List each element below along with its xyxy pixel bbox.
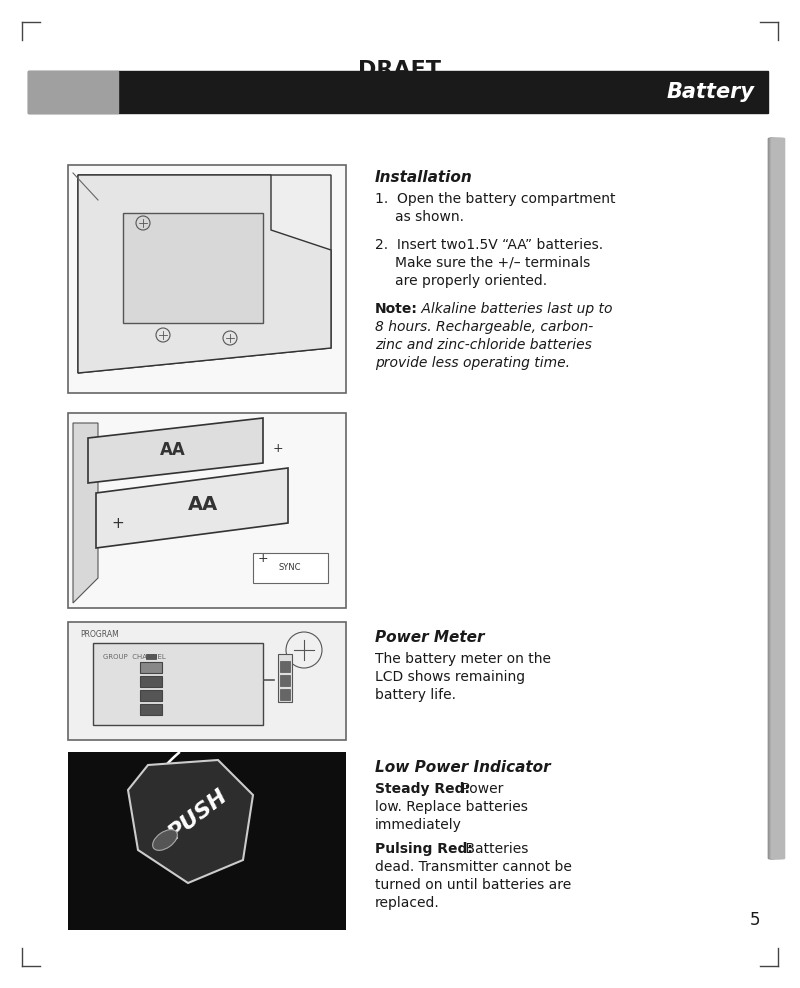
Text: Steady Red:: Steady Red: [375, 782, 470, 796]
Text: are properly oriented.: are properly oriented. [395, 274, 547, 288]
Bar [253, 553, 328, 583]
Text: AA: AA [188, 496, 218, 515]
Text: 5: 5 [750, 911, 760, 929]
Polygon shape [96, 468, 288, 548]
Bar [774, 138, 782, 858]
Bar [278, 654, 292, 702]
Text: 1.  Open the battery compartment: 1. Open the battery compartment [375, 192, 615, 206]
Text: PROGRAM: PROGRAM [80, 630, 118, 639]
Bar [123, 213, 263, 323]
Bar [140, 662, 162, 673]
Text: Power: Power [457, 782, 503, 796]
Bar [770, 138, 778, 858]
Text: 2.  Insert two1.5V “AA” batteries.: 2. Insert two1.5V “AA” batteries. [375, 238, 603, 252]
Bar [769, 138, 777, 858]
Bar [768, 138, 776, 858]
Text: zinc and zinc-chloride batteries: zinc and zinc-chloride batteries [375, 338, 592, 352]
Bar [140, 676, 162, 687]
Text: Battery: Battery [667, 82, 755, 102]
Bar [770, 138, 778, 858]
Text: 8 hours. Rechargeable, carbon-: 8 hours. Rechargeable, carbon- [375, 320, 594, 334]
Text: immediately: immediately [375, 818, 462, 832]
Bar [68, 413, 346, 608]
Bar [768, 138, 776, 858]
Ellipse shape [153, 830, 178, 851]
Text: Power Meter: Power Meter [375, 630, 485, 645]
Text: as shown.: as shown. [395, 210, 464, 224]
Text: Note:: Note: [375, 302, 418, 316]
Bar [93, 643, 263, 725]
Bar [28, 71, 768, 113]
Bar [280, 661, 290, 672]
Bar [774, 138, 782, 858]
Bar [773, 138, 781, 858]
Bar [140, 704, 162, 715]
Text: Low Power Indicator: Low Power Indicator [375, 760, 550, 775]
Bar [68, 622, 346, 740]
Bar [280, 675, 290, 686]
Text: Installation: Installation [375, 170, 473, 185]
Bar [773, 138, 781, 858]
Bar [773, 138, 781, 858]
Bar [771, 138, 779, 858]
Polygon shape [88, 418, 263, 483]
Text: battery life.: battery life. [375, 688, 456, 702]
Text: +: + [258, 551, 268, 564]
Bar [28, 71, 118, 113]
Text: +: + [273, 442, 283, 454]
Text: DRAFT: DRAFT [358, 60, 442, 80]
Bar [776, 138, 784, 858]
Text: PUSH: PUSH [165, 785, 231, 844]
Text: dead. Transmitter cannot be: dead. Transmitter cannot be [375, 860, 572, 874]
Text: turned on until batteries are: turned on until batteries are [375, 878, 571, 892]
Polygon shape [73, 423, 98, 603]
Polygon shape [128, 760, 253, 883]
Text: +: + [112, 516, 124, 531]
Bar [770, 138, 778, 858]
Text: Alkaline batteries last up to: Alkaline batteries last up to [417, 302, 613, 316]
Text: low. Replace batteries: low. Replace batteries [375, 800, 528, 814]
Bar [770, 138, 778, 858]
Polygon shape [78, 175, 331, 373]
Bar [772, 138, 780, 858]
Bar [774, 138, 782, 858]
Text: GROUP  CHANNEL: GROUP CHANNEL [103, 654, 166, 660]
Bar [775, 138, 783, 858]
Text: The battery meter on the: The battery meter on the [375, 652, 551, 666]
Polygon shape [78, 175, 331, 373]
Bar [771, 138, 779, 858]
Text: Pulsing Red:: Pulsing Red: [375, 842, 473, 856]
Bar [770, 138, 778, 858]
Text: SYNC: SYNC [278, 563, 302, 572]
Bar [280, 689, 290, 700]
Text: Batteries: Batteries [461, 842, 528, 856]
Bar [146, 654, 156, 659]
Bar [68, 165, 346, 393]
Text: provide less operating time.: provide less operating time. [375, 356, 570, 370]
Bar [68, 752, 346, 930]
Text: AA: AA [160, 441, 186, 459]
Bar [772, 138, 784, 858]
Bar [774, 138, 782, 858]
Bar [140, 690, 162, 701]
Text: Make sure the +/– terminals: Make sure the +/– terminals [395, 256, 590, 270]
Text: replaced.: replaced. [375, 896, 440, 910]
Text: LCD shows remaining: LCD shows remaining [375, 670, 525, 684]
